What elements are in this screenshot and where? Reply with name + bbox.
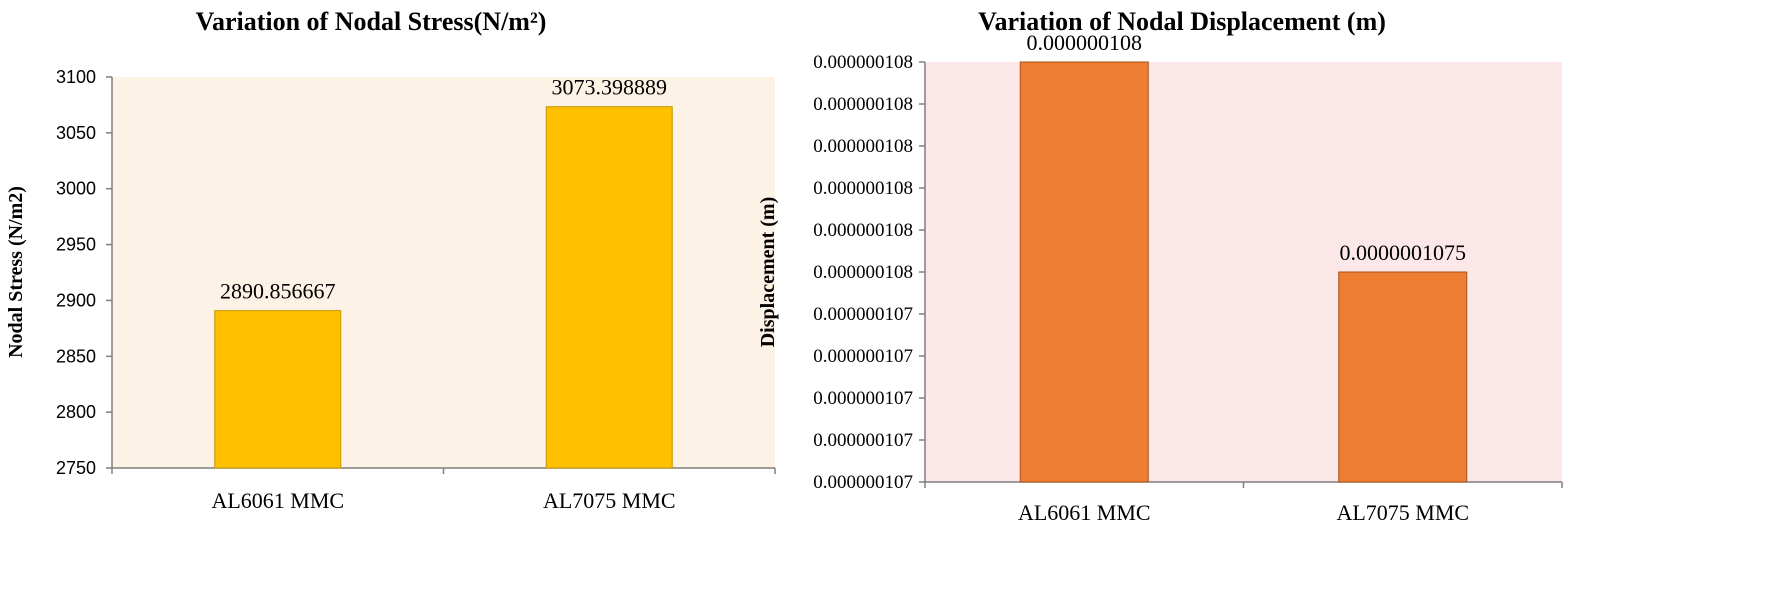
y-tick-label: 0.000000108 <box>813 136 913 157</box>
y-tick-label: 0.000000107 <box>813 304 913 325</box>
y-tick-label: 2900 <box>56 290 96 310</box>
y-axis-label: Nodal Stress (N/m2) <box>5 186 27 358</box>
y-tick-label: 2850 <box>56 346 96 366</box>
y-tick-label: 3100 <box>56 67 96 87</box>
y-tick-label: 2800 <box>56 402 96 422</box>
x-category-label: AL6061 MMC <box>1018 500 1151 525</box>
chart-1: Variation of Nodal Stress(N/m²) Nodal Str… <box>5 7 776 513</box>
chart-2: Variation of Nodal Displacement (m) Displ… <box>757 7 1563 525</box>
chart-title: Variation of Nodal Displacement (m) <box>978 7 1386 36</box>
bar-data-label: 0.000000108 <box>1027 30 1143 55</box>
y-tick-label: 2750 <box>56 458 96 478</box>
x-category-label: AL7075 MMC <box>543 488 676 513</box>
y-tick-label: 0.000000107 <box>813 430 913 451</box>
bar <box>214 310 342 469</box>
y-tick-label: 0.000000108 <box>813 178 913 199</box>
bar-data-label: 3073.398889 <box>552 75 668 100</box>
y-tick-label: 2950 <box>56 235 96 255</box>
y-tick-label: 0.000000107 <box>813 346 913 367</box>
bar-data-label: 2890.856667 <box>220 279 336 304</box>
y-tick-label: 0.000000108 <box>813 262 913 283</box>
y-tick-label: 3000 <box>56 179 96 199</box>
y-tick-label: 0.000000108 <box>813 220 913 241</box>
x-category-label: AL7075 MMC <box>1336 500 1469 525</box>
y-axis-label: Displacement (m) <box>757 197 779 348</box>
y-tick-label: 0.000000107 <box>813 388 913 409</box>
x-category-label: AL6061 MMC <box>211 488 344 513</box>
y-tick-label: 3050 <box>56 123 96 143</box>
plot-area-background <box>112 77 775 468</box>
y-tick-label: 0.000000108 <box>813 94 913 115</box>
bar <box>1338 271 1468 483</box>
y-tick-label: 0.000000107 <box>813 472 913 493</box>
chart-title: Variation of Nodal Stress(N/m²) <box>196 7 547 36</box>
y-tick-label: 0.000000108 <box>813 52 913 73</box>
bar-data-label: 0.0000001075 <box>1340 240 1467 265</box>
bar <box>1019 61 1149 483</box>
bar <box>545 106 673 469</box>
